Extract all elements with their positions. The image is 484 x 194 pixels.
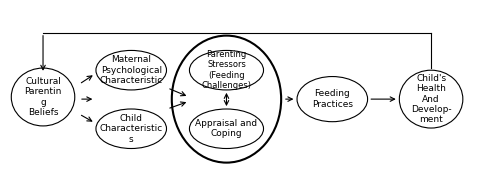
Ellipse shape xyxy=(11,68,75,126)
Text: Maternal
Psychological
Characteristic: Maternal Psychological Characteristic xyxy=(100,55,163,85)
Ellipse shape xyxy=(189,50,263,90)
Text: Feeding
Practices: Feeding Practices xyxy=(312,89,353,109)
Ellipse shape xyxy=(189,109,263,148)
Ellipse shape xyxy=(399,70,463,128)
Text: Cultural
Parentin
g
Beliefs: Cultural Parentin g Beliefs xyxy=(24,77,62,117)
Ellipse shape xyxy=(297,77,367,122)
Text: Child's
Health
And
Develop-
ment: Child's Health And Develop- ment xyxy=(411,74,452,124)
Ellipse shape xyxy=(96,50,166,90)
Text: Parenting
Stressors
(Feeding
Challenges): Parenting Stressors (Feeding Challenges) xyxy=(201,50,252,90)
Text: Child
Characteristic
s: Child Characteristic s xyxy=(100,114,163,144)
Text: Appraisal and
Coping: Appraisal and Coping xyxy=(196,119,257,139)
Ellipse shape xyxy=(96,109,166,148)
